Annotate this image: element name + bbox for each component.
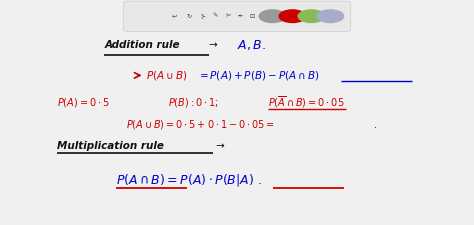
Circle shape: [259, 10, 286, 22]
Text: Addition rule: Addition rule: [104, 40, 180, 50]
Text: $P(A\cup B) = 0\cdot5+0\cdot1-0\cdot05 = $: $P(A\cup B) = 0\cdot5+0\cdot1-0\cdot05 =…: [126, 118, 274, 131]
Text: ✂: ✂: [226, 14, 231, 19]
Text: $P(\overline{A}\cap B) = 0\cdot05$: $P(\overline{A}\cap B) = 0\cdot05$: [268, 95, 344, 110]
Text: $P(A\cap B) = P(A)\cdot P(B|A)\ .$: $P(A\cap B) = P(A)\cdot P(B|A)\ .$: [116, 172, 262, 188]
Text: ✒: ✒: [237, 14, 243, 19]
Text: ↩: ↩: [172, 14, 177, 19]
Text: $A,B.$: $A,B.$: [237, 38, 266, 52]
Text: ⊱: ⊱: [200, 14, 206, 19]
Text: Multiplication rule: Multiplication rule: [57, 141, 164, 151]
Text: →: →: [216, 141, 224, 151]
Text: $P(A\cup B)$: $P(A\cup B)$: [146, 69, 187, 82]
Text: $P(A)=0\cdot5$: $P(A)=0\cdot5$: [57, 96, 109, 109]
Circle shape: [298, 10, 325, 22]
Text: ✎: ✎: [212, 14, 218, 19]
Text: ↻: ↻: [186, 14, 191, 19]
Circle shape: [279, 10, 306, 22]
Text: $= P(A)+ P(B) - P(A\cap B)$: $= P(A)+ P(B) - P(A\cap B)$: [197, 69, 319, 82]
Text: .: .: [374, 120, 377, 130]
Text: ⊡: ⊡: [249, 14, 255, 19]
Text: $P(B):0\cdot1;$: $P(B):0\cdot1;$: [168, 96, 219, 109]
Text: ▣: ▣: [260, 14, 266, 19]
Circle shape: [317, 10, 344, 22]
Text: →: →: [209, 40, 217, 50]
FancyBboxPatch shape: [123, 1, 351, 32]
